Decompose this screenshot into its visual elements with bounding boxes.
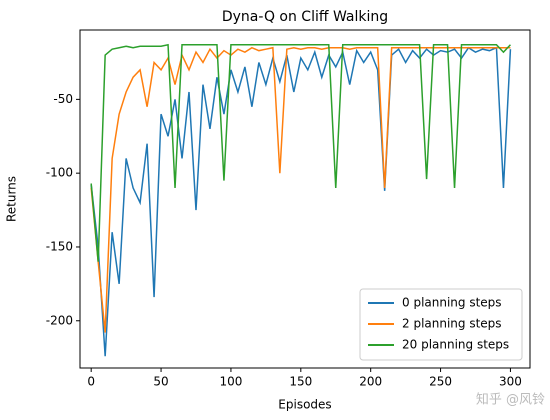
y-tick-label: -150 — [46, 239, 73, 253]
y-tick-label: -50 — [53, 92, 73, 106]
chart-title: Dyna-Q on Cliff Walking — [222, 9, 388, 25]
x-tick-label: 50 — [153, 375, 168, 389]
x-tick-label: 200 — [359, 375, 382, 389]
legend-label: 0 planning steps — [402, 296, 502, 310]
x-axis-label: Episodes — [278, 398, 331, 412]
legend-label: 2 planning steps — [402, 317, 502, 331]
plot-frame — [79, 29, 531, 369]
x-tick-label: 250 — [429, 375, 452, 389]
series-line — [90, 46, 511, 333]
series-line — [90, 43, 511, 262]
y-tick-label: -100 — [46, 166, 73, 180]
y-axis-label: Returns — [5, 176, 19, 222]
x-tick-label: 150 — [289, 375, 312, 389]
legend-label: 20 planning steps — [402, 338, 509, 352]
x-tick-label: 300 — [499, 375, 522, 389]
series-line — [90, 46, 512, 357]
watermark: 知乎 @风铃 — [476, 392, 545, 408]
x-tick-label: 0 — [87, 375, 95, 389]
x-tick-label: 100 — [219, 375, 242, 389]
y-tick-label: -200 — [46, 313, 73, 327]
legend-box — [359, 288, 523, 361]
